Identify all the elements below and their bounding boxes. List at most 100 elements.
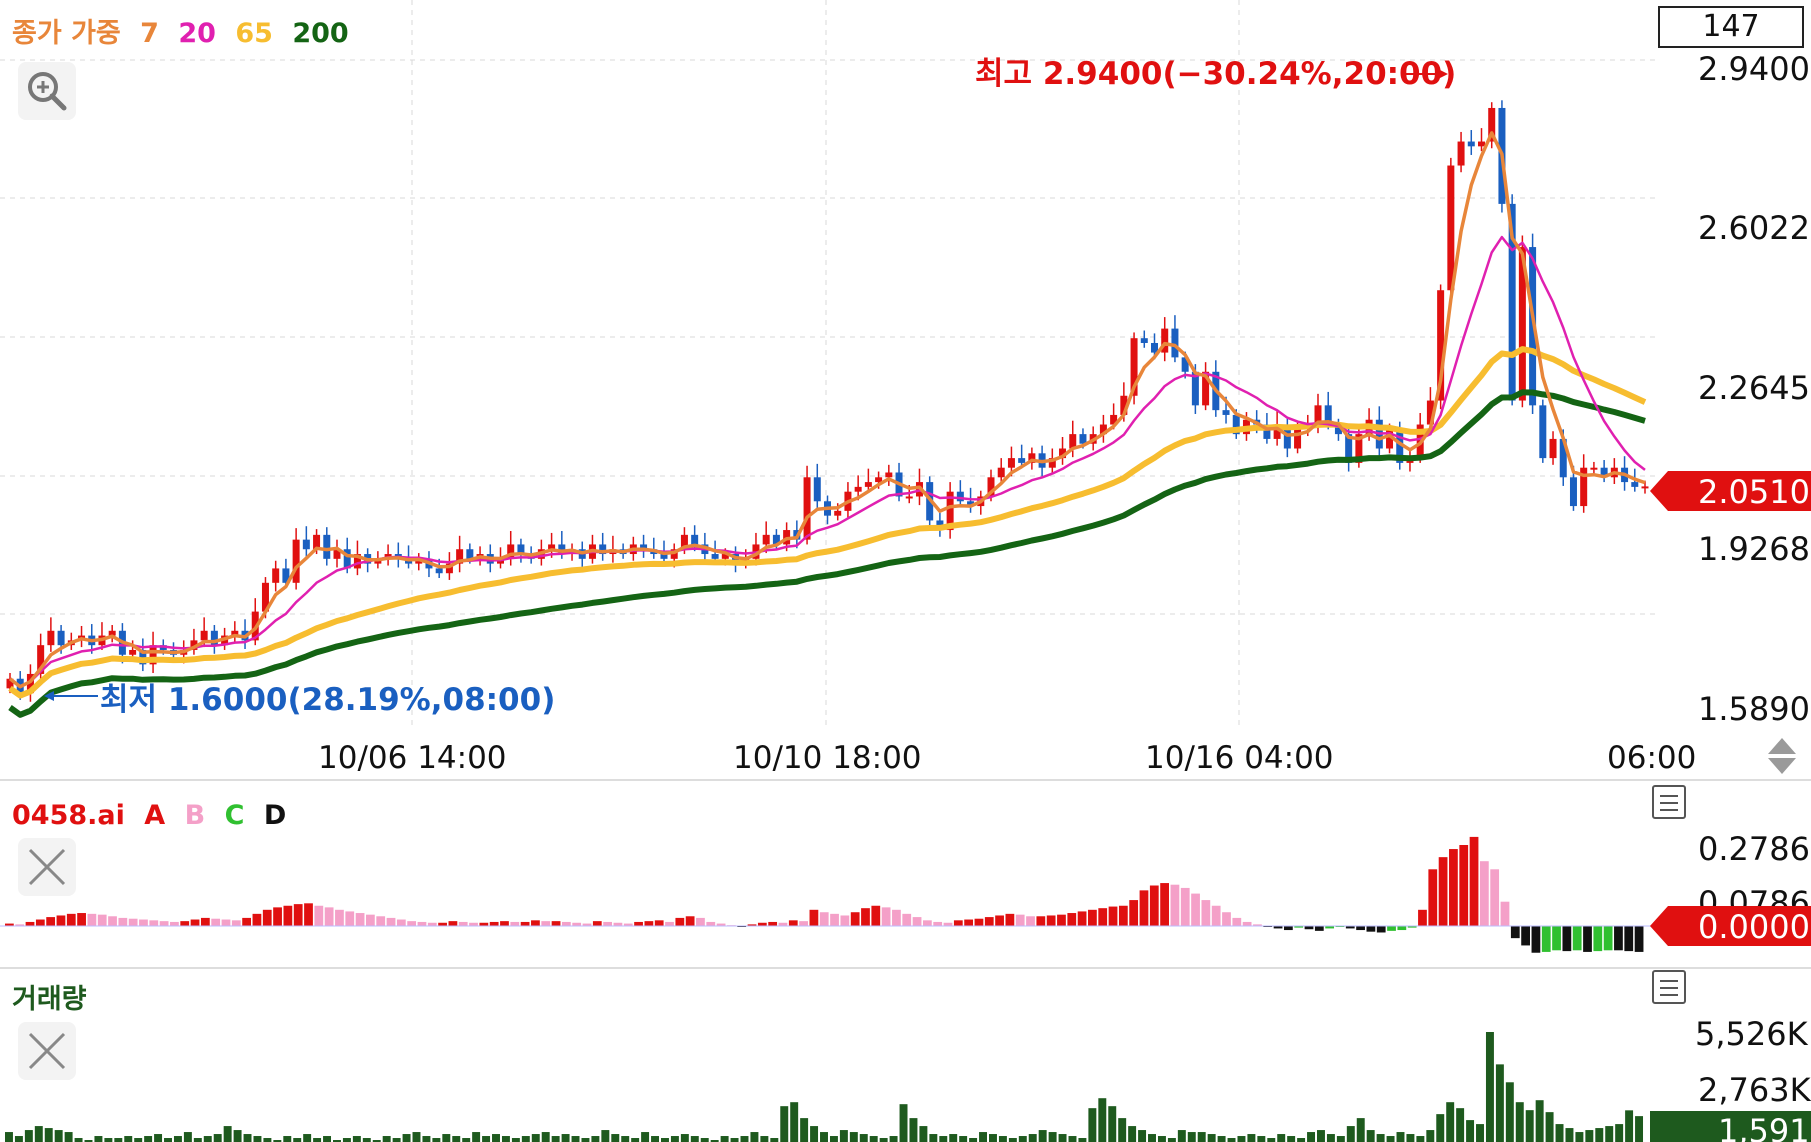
candle-body bbox=[558, 544, 566, 555]
volume-bar bbox=[213, 1134, 222, 1142]
volume-bar bbox=[114, 1138, 123, 1142]
volume-bar bbox=[1356, 1118, 1365, 1142]
ma-legend-65: 65 bbox=[235, 18, 273, 49]
close-volume-button[interactable] bbox=[18, 1022, 76, 1080]
zoom-button[interactable] bbox=[18, 62, 76, 120]
indicator-bar bbox=[1624, 926, 1634, 952]
current-price-tag bbox=[1650, 471, 1811, 511]
volume-bar bbox=[720, 1136, 729, 1142]
volume-bar bbox=[1187, 1132, 1196, 1142]
volume-bar bbox=[501, 1136, 510, 1142]
candle-body bbox=[1355, 434, 1363, 463]
volume-bar bbox=[422, 1136, 431, 1142]
volume-bar bbox=[790, 1102, 799, 1142]
candle-body bbox=[1069, 434, 1077, 449]
candle-body bbox=[1120, 395, 1128, 415]
indicator-bar bbox=[1304, 926, 1314, 930]
candle-body bbox=[149, 645, 157, 665]
volume-bar bbox=[1058, 1134, 1067, 1142]
volume-bar bbox=[1287, 1136, 1296, 1142]
indicator-bar bbox=[1108, 906, 1118, 926]
candle-body bbox=[1508, 203, 1516, 401]
volume-bar bbox=[1555, 1124, 1564, 1142]
indicator-bar bbox=[1211, 905, 1221, 926]
volume-bar bbox=[1625, 1110, 1634, 1142]
candle-body bbox=[261, 582, 269, 612]
scroll-up-icon[interactable] bbox=[1768, 738, 1796, 754]
volume-bar bbox=[1068, 1136, 1077, 1142]
indicator-bar bbox=[933, 921, 943, 926]
indicator-menu-button[interactable] bbox=[1652, 785, 1686, 819]
indicator-bar bbox=[1397, 926, 1407, 931]
volume-menu-button[interactable] bbox=[1652, 970, 1686, 1004]
indicator-bar bbox=[788, 920, 798, 926]
close-indicator-button[interactable] bbox=[18, 838, 76, 896]
volume-bar bbox=[223, 1126, 232, 1142]
volume-bar bbox=[959, 1136, 968, 1142]
candle-body bbox=[1518, 247, 1526, 401]
volume-bar bbox=[1277, 1134, 1286, 1142]
indicator-bar bbox=[1294, 926, 1304, 928]
indicator-bar bbox=[902, 913, 912, 926]
volume-bar bbox=[541, 1132, 550, 1142]
candle-body bbox=[987, 477, 995, 497]
indicator-bar bbox=[1026, 916, 1035, 926]
volume-bar bbox=[899, 1104, 908, 1142]
candle-body bbox=[1191, 371, 1199, 406]
candle-body bbox=[1232, 414, 1240, 435]
indicator-bar bbox=[314, 905, 324, 926]
volume-bar bbox=[1386, 1136, 1395, 1142]
volume-bar bbox=[919, 1126, 928, 1142]
scroll-down-icon[interactable] bbox=[1768, 758, 1796, 774]
indicator-bar bbox=[881, 907, 891, 926]
candle-body bbox=[1018, 458, 1026, 463]
volume-bar bbox=[1416, 1136, 1425, 1142]
volume-bar bbox=[392, 1138, 401, 1142]
indicator-legend-a: A bbox=[144, 800, 165, 831]
indicator-bar bbox=[427, 922, 437, 926]
volume-bar bbox=[124, 1136, 133, 1142]
volume-value-label: 1,591 bbox=[1718, 1112, 1810, 1142]
indicator-bar bbox=[943, 922, 953, 926]
candle-body bbox=[1273, 424, 1281, 439]
candles bbox=[6, 100, 1649, 702]
volume-bar bbox=[810, 1126, 819, 1142]
candle-body bbox=[1641, 486, 1649, 489]
volume-bar bbox=[750, 1132, 759, 1142]
volume-bar bbox=[382, 1136, 391, 1142]
candle-body bbox=[1059, 448, 1067, 459]
volume-bar bbox=[670, 1136, 679, 1142]
volume-bar bbox=[581, 1138, 590, 1142]
candle-body bbox=[905, 496, 913, 499]
indicator-bar bbox=[180, 921, 190, 926]
candle-body bbox=[1202, 371, 1210, 406]
close-icon bbox=[28, 1032, 66, 1070]
indicator-bar bbox=[5, 923, 14, 926]
volume-bar bbox=[889, 1136, 898, 1142]
y-tick-label: 2.9400 bbox=[1698, 50, 1810, 88]
candle-body bbox=[1079, 434, 1087, 444]
volume-bar bbox=[492, 1134, 500, 1142]
volume-bar bbox=[1396, 1132, 1405, 1142]
candle-body bbox=[1222, 410, 1230, 415]
volume-bar bbox=[661, 1138, 669, 1142]
candle-body bbox=[1569, 477, 1577, 507]
volume-bar bbox=[1456, 1108, 1465, 1142]
indicator-bar bbox=[1562, 926, 1572, 952]
indicator-bar bbox=[25, 921, 35, 926]
time-label: 10/06 14:00 bbox=[318, 740, 507, 776]
candle-body bbox=[772, 534, 780, 545]
candle-body bbox=[967, 501, 975, 507]
indicator-bar bbox=[87, 913, 97, 926]
y-tick-label: 2.2645 bbox=[1698, 369, 1810, 407]
indicator-bar bbox=[118, 917, 128, 926]
indicator-legend: 0458.ai A B C D bbox=[12, 800, 286, 831]
candle-body bbox=[6, 678, 14, 689]
volume-bar bbox=[1595, 1128, 1604, 1142]
volume-bar bbox=[1008, 1138, 1017, 1142]
indicator-bar bbox=[1325, 926, 1335, 929]
indicator-bar bbox=[1552, 926, 1561, 951]
candle-body bbox=[660, 554, 668, 559]
candle-body bbox=[466, 549, 474, 559]
